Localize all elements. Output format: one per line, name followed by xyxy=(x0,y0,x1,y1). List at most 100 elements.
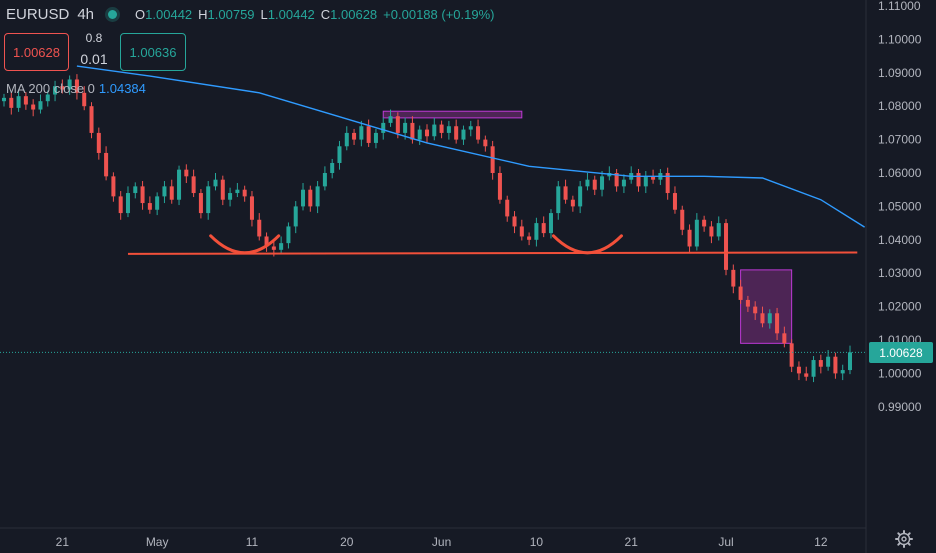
ohlc-low: L1.00442 xyxy=(260,7,315,22)
candle-body xyxy=(826,356,831,367)
y-tick-label: 1.03000 xyxy=(878,266,922,280)
timeframe-label[interactable]: 4h xyxy=(77,6,95,23)
candle-body xyxy=(140,186,145,204)
candle-body xyxy=(585,179,590,187)
candle-body xyxy=(125,193,130,214)
candle-body xyxy=(344,132,349,147)
sell-button[interactable]: 1.00628 xyxy=(4,33,69,71)
candle-body xyxy=(600,176,605,190)
x-tick-label: 10 xyxy=(530,535,544,549)
candle-body xyxy=(31,104,36,110)
candle-body xyxy=(359,126,364,140)
rectangle-zones xyxy=(382,110,793,344)
bottom-arc-0[interactable] xyxy=(209,234,281,255)
candle-body xyxy=(665,173,670,194)
candle-body xyxy=(381,122,386,133)
candle-body xyxy=(476,126,481,140)
candle-body xyxy=(337,146,342,163)
candle-body xyxy=(840,370,845,374)
candle-body xyxy=(177,169,182,200)
candle-body xyxy=(782,333,787,344)
candle-body xyxy=(38,101,43,110)
bottom-arcs xyxy=(209,234,623,255)
candle-body xyxy=(614,173,619,187)
ma-value: 1.04384 xyxy=(98,81,146,96)
buy-button[interactable]: 1.00636 xyxy=(120,33,186,71)
candle-body xyxy=(454,126,459,140)
candle-body xyxy=(563,186,568,200)
candle-body xyxy=(534,223,539,240)
candle-body xyxy=(67,79,72,90)
candle-body xyxy=(541,223,546,234)
candle-body xyxy=(293,206,298,227)
symbol-name[interactable]: EURUSD xyxy=(6,6,70,23)
candle-body xyxy=(352,132,357,140)
candle-body xyxy=(767,313,772,324)
candle-body xyxy=(439,124,444,133)
spread-bottom: 0.01 xyxy=(80,51,108,67)
zone-rect-0[interactable] xyxy=(382,110,523,119)
ma-200-line xyxy=(76,65,865,228)
candle-body xyxy=(235,189,240,194)
candle-body xyxy=(96,132,101,153)
candle-body xyxy=(570,199,575,207)
bottom-arc-1[interactable] xyxy=(551,234,623,255)
time-axis[interactable]: 21 May 11 20 Jun 10 21 Jul 12 xyxy=(56,535,828,549)
candle-body xyxy=(206,186,211,214)
ohlc-high: H1.00759 xyxy=(198,7,255,22)
ohlc-change: +0.00188 (+0.19%) xyxy=(383,7,495,22)
x-tick-label: Jun xyxy=(432,535,451,549)
candle-body xyxy=(249,196,254,220)
candle-body xyxy=(228,193,233,200)
candle-body xyxy=(432,124,437,137)
candle-body xyxy=(395,116,400,133)
ma-legend[interactable]: MA 200 close 0 1.04384 xyxy=(6,81,146,96)
candle-body xyxy=(694,219,699,247)
candle-body xyxy=(242,189,247,197)
y-tick-label: 1.08000 xyxy=(878,99,922,113)
candle-body xyxy=(680,209,685,230)
candle-body xyxy=(133,186,138,194)
candle-body xyxy=(286,226,291,244)
candle-body xyxy=(1,97,7,102)
symbol-legend: EURUSD 4h O1.00442 H1.00759 L1.00442 C1.… xyxy=(6,6,500,23)
gear-icon[interactable] xyxy=(895,530,913,548)
candle-body xyxy=(490,146,495,173)
candle-body xyxy=(184,169,189,177)
candle-body xyxy=(220,179,225,200)
y-tick-label: 1.05000 xyxy=(878,199,922,213)
candle-body xyxy=(738,286,743,300)
y-tick-label: 1.04000 xyxy=(878,233,922,247)
y-tick-label: 1.09000 xyxy=(878,66,922,80)
candle-body xyxy=(497,173,502,200)
candle-body xyxy=(847,352,853,371)
x-tick-label: 21 xyxy=(56,535,70,549)
candle-body xyxy=(118,196,123,214)
candle-body xyxy=(804,373,809,377)
candle-body xyxy=(89,106,94,133)
ohlc-open: O1.00442 xyxy=(135,7,193,22)
candle-body xyxy=(643,176,648,187)
y-tick-label: 1.00000 xyxy=(878,366,922,380)
candle-body xyxy=(147,203,152,210)
candle-body xyxy=(162,186,167,197)
candle-body xyxy=(82,92,87,107)
candle-body xyxy=(366,126,371,143)
candle-body xyxy=(818,360,823,367)
candle-body xyxy=(724,223,729,270)
y-tick-label: 1.11000 xyxy=(878,0,921,13)
candle-body xyxy=(789,343,794,367)
candle-body xyxy=(155,196,160,210)
candle-body xyxy=(461,129,466,140)
candle-body xyxy=(264,236,269,247)
candle-body xyxy=(388,116,393,123)
candle-body xyxy=(672,193,677,210)
candle-body xyxy=(731,269,736,287)
candle-body xyxy=(716,223,721,237)
candle-body xyxy=(651,176,656,180)
candle-body xyxy=(315,186,320,207)
candle-body xyxy=(257,219,262,237)
candle-body xyxy=(811,360,816,377)
candle-body xyxy=(322,173,327,187)
